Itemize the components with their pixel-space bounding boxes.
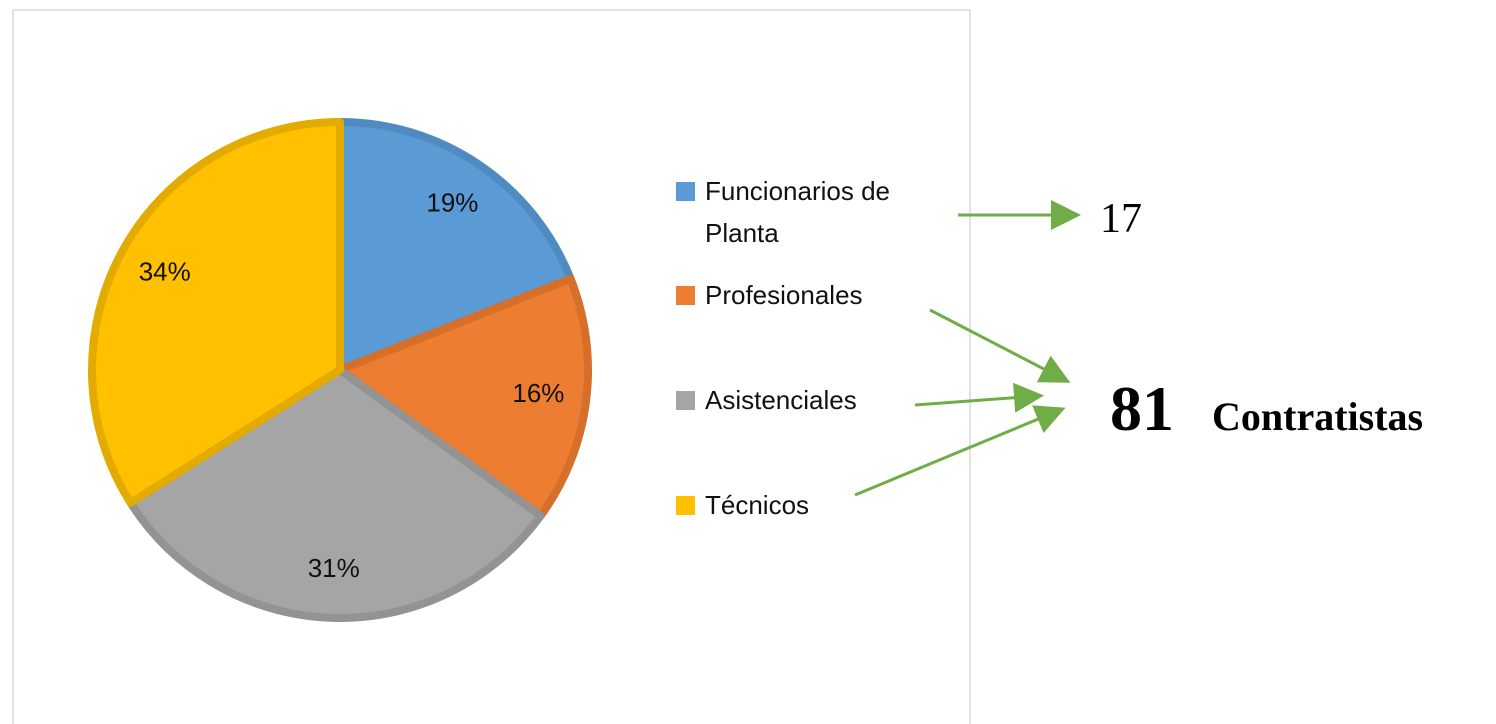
annotation: Contratistas	[1212, 394, 1423, 439]
legend-swatch	[676, 391, 695, 410]
annotation: 81	[1110, 373, 1174, 444]
data-label: 34%	[139, 257, 191, 287]
chart-frame	[12, 9, 971, 724]
data-label: 19%	[426, 187, 478, 217]
data-label: 31%	[308, 553, 360, 583]
legend-label: Técnicos	[705, 490, 810, 520]
data-label: 16%	[512, 378, 564, 408]
legend-item: Asistenciales	[676, 379, 946, 421]
legend-label: Profesionales	[705, 280, 863, 310]
legend-label: Funcionarios de Planta	[705, 176, 890, 248]
legend-label: Asistenciales	[705, 385, 857, 415]
pie-slice	[336, 118, 575, 374]
legend-swatch	[676, 496, 695, 515]
annotation: 17	[1100, 196, 1142, 242]
pie-slice	[336, 274, 592, 520]
legend-item: Técnicos	[676, 484, 946, 526]
pie-slice	[126, 366, 545, 622]
legend-swatch	[676, 286, 695, 305]
legend-swatch	[676, 182, 695, 201]
arrows	[854, 200, 1081, 497]
legend-item: Funcionarios de Planta	[676, 170, 946, 254]
legend-item: Profesionales	[676, 274, 946, 316]
pie-slice	[88, 118, 344, 507]
